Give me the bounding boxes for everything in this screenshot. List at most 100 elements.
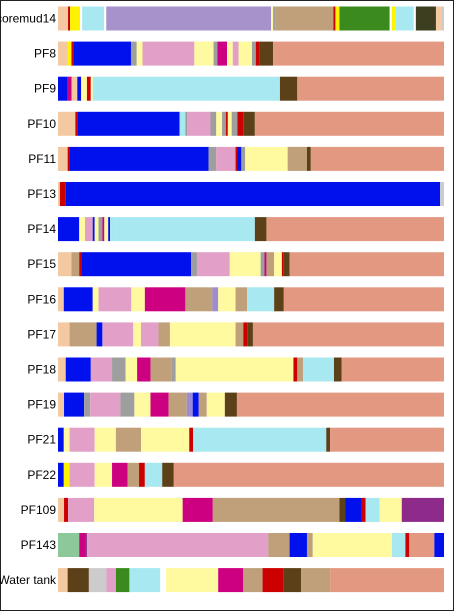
- bar-segment: [187, 111, 211, 136]
- bar-segment: [84, 392, 91, 417]
- bar-segment: [241, 146, 246, 171]
- bar-segment: [58, 392, 65, 417]
- bar-segment: [191, 252, 197, 277]
- bar-segment: [94, 217, 99, 242]
- bar-segment: [289, 533, 307, 557]
- bar-segment: [333, 357, 342, 382]
- bar-segment: [260, 252, 265, 277]
- bar-segment: [303, 357, 334, 382]
- row-label: PF18: [27, 363, 56, 377]
- bar-segment: [217, 41, 227, 66]
- bar-segment: [115, 217, 255, 242]
- bar-segment: [58, 252, 72, 277]
- bar-segment: [140, 322, 159, 347]
- bar-segment: [59, 182, 66, 206]
- bar-segment: [227, 111, 232, 136]
- bar-segment: [169, 322, 236, 347]
- bar-segment: [92, 287, 99, 312]
- bar-segment: [229, 252, 236, 277]
- bar-segment: [102, 217, 105, 242]
- bar-segment: [252, 322, 444, 347]
- bar-segment: [198, 392, 207, 417]
- bar-row: PF16: [27, 287, 444, 312]
- bar-segment: [142, 41, 195, 66]
- bar-segment: [255, 41, 260, 66]
- bar-segment: [106, 6, 272, 31]
- bar-row: PF17: [27, 322, 444, 347]
- bar-segment: [92, 76, 280, 101]
- bar-segment: [283, 252, 290, 277]
- bar-segment: [235, 287, 248, 312]
- bar-segment: [206, 392, 225, 417]
- bar-segment: [333, 6, 336, 31]
- bar-segment: [283, 287, 444, 312]
- bar-row: PF15: [27, 252, 444, 277]
- bar-segment: [58, 6, 69, 31]
- bar-segment: [312, 533, 392, 557]
- bar-segment: [274, 287, 284, 312]
- bar-segment: [162, 462, 174, 487]
- bar-row: PF9: [34, 76, 444, 101]
- bar-segment: [73, 41, 131, 66]
- row-label: PF13: [27, 187, 56, 201]
- bar-segment: [306, 146, 311, 171]
- bar-segment: [58, 427, 64, 452]
- bar-segment: [64, 392, 85, 417]
- bar-segment: [435, 6, 442, 31]
- bar-segment: [192, 392, 199, 417]
- bar-segment: [236, 392, 444, 417]
- bar-segment: [391, 6, 396, 31]
- bar-segment: [125, 357, 138, 382]
- bar-segment: [58, 497, 65, 522]
- bar-segment: [68, 6, 71, 31]
- bar-segment: [232, 41, 239, 66]
- row-label: PF19: [27, 398, 56, 412]
- bar-segment: [129, 568, 161, 593]
- bar-segment: [405, 533, 410, 557]
- bar-segment: [140, 427, 190, 452]
- bar-segment: [104, 6, 107, 31]
- bar-segment: [81, 252, 192, 277]
- bar-segment: [339, 6, 390, 31]
- bar-segment: [112, 357, 126, 382]
- bar-segment: [173, 462, 445, 487]
- bar-segment: [104, 217, 109, 242]
- bar-segment: [279, 76, 298, 101]
- bar-segment: [137, 357, 151, 382]
- bar-segment: [212, 497, 340, 522]
- bar-segment: [150, 392, 169, 417]
- bar-segment: [160, 568, 167, 593]
- bar-row: Water tank: [0, 568, 444, 593]
- bar-segment: [81, 76, 87, 101]
- bar-segment: [68, 497, 95, 522]
- bar-segment: [247, 287, 275, 312]
- bar-segment: [58, 533, 80, 557]
- bar-segment: [196, 252, 230, 277]
- bar-segment: [166, 568, 219, 593]
- bar-segment: [134, 392, 151, 417]
- bar-segment: [224, 392, 237, 417]
- bar-segment: [218, 568, 244, 593]
- row-label: Water tank: [0, 573, 57, 587]
- bar-segment: [127, 462, 140, 487]
- bar-segment: [379, 497, 402, 522]
- bar-segment: [345, 497, 362, 522]
- bar-segment: [144, 287, 186, 312]
- bar-segment: [63, 427, 70, 452]
- bar-segment: [365, 497, 380, 522]
- bar-segment: [441, 6, 444, 31]
- bar-segment: [171, 357, 176, 382]
- bar-row: PF143: [21, 533, 444, 557]
- bar-segment: [112, 462, 128, 487]
- bar-segment: [79, 533, 86, 557]
- bar-segment: [415, 6, 436, 31]
- row-label: PF143: [21, 538, 57, 552]
- bar-segment: [77, 76, 82, 101]
- bar-segment: [310, 146, 444, 171]
- row-label: coremud14: [0, 12, 56, 26]
- bar-segment: [92, 217, 95, 242]
- bar-segment: [361, 497, 366, 522]
- bar-segment: [115, 568, 130, 593]
- bar-segment: [168, 392, 187, 417]
- bar-segment: [401, 497, 444, 522]
